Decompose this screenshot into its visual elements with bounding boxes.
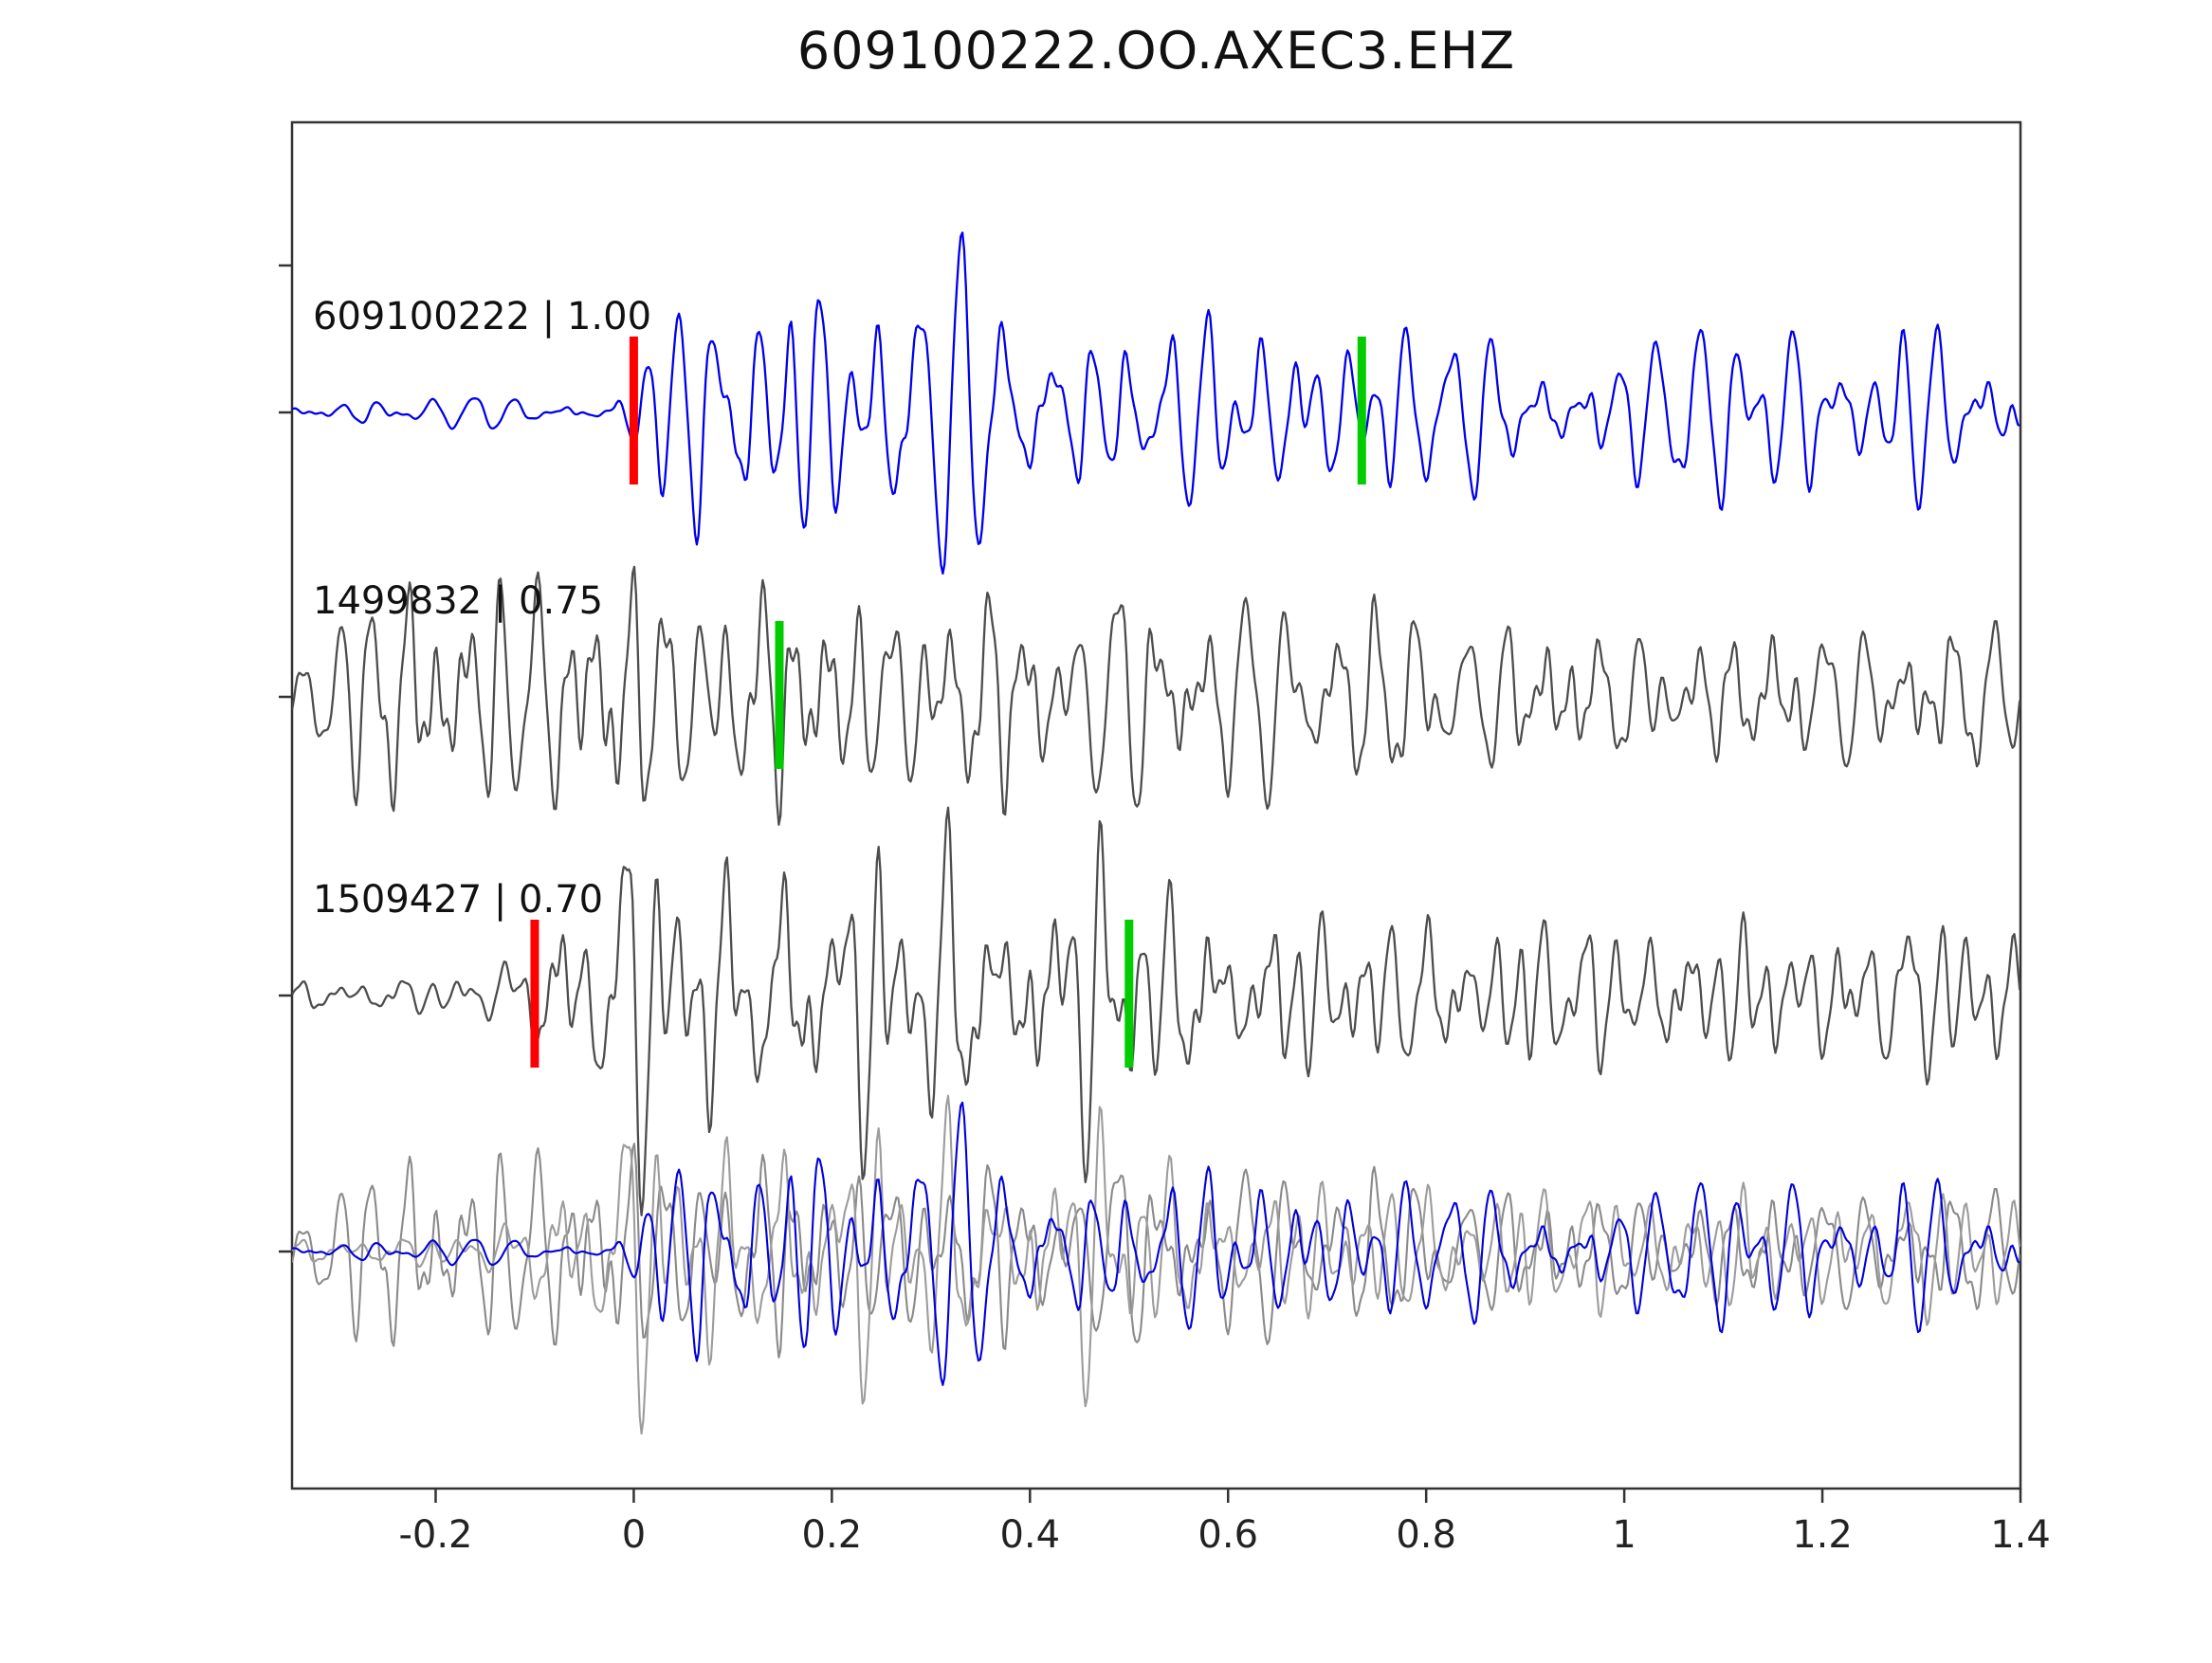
overlay-waveform-1509427 — [292, 1094, 2020, 1435]
template-trace-label: 609100222 | 1.00 — [313, 295, 651, 338]
traces-group — [292, 231, 2020, 1435]
x-tick-label: 0.6 — [1197, 1513, 1258, 1557]
template-trace-waveform — [292, 231, 2020, 576]
x-tick-label: 0.4 — [999, 1513, 1060, 1557]
x-tick-label: 1.2 — [1792, 1513, 1853, 1557]
overlay-waveform-609100222 — [292, 1101, 2020, 1386]
figure-title: 609100222.OO.AXEC3.EHZ — [796, 21, 1516, 81]
detection-trace-2-waveform — [292, 806, 2020, 1216]
x-tick-label: 0 — [622, 1513, 646, 1557]
overlay-waveform-1499832 — [292, 1142, 2020, 1359]
detection-trace-1-waveform — [292, 565, 2020, 826]
x-tick-label: 0.8 — [1396, 1513, 1456, 1557]
x-tick-label: -0.2 — [398, 1513, 472, 1557]
x-tick-label: 1.4 — [1990, 1513, 2051, 1557]
detection-trace-2-label: 1509427 | 0.70 — [313, 878, 603, 922]
template-trace-pick-red-marker — [629, 337, 638, 484]
detection-trace-2-pick-green-marker — [1124, 920, 1134, 1068]
detection-trace-1-label: 1499832 | 0.75 — [313, 579, 603, 623]
template-trace-pick-green-marker — [1357, 337, 1366, 484]
x-tick-label: 0.2 — [802, 1513, 863, 1557]
detection-trace-1-pick-green-marker — [775, 621, 784, 769]
x-tick-label: 1 — [1612, 1513, 1636, 1557]
plot-frame — [290, 120, 2022, 1490]
detection-trace-2-pick-red-marker — [530, 920, 539, 1068]
